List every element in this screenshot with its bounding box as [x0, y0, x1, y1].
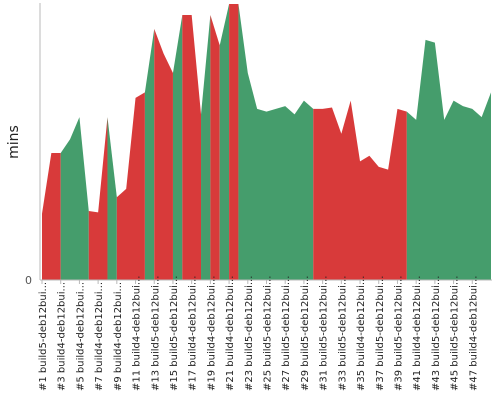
x-tick-label: #31 build5-deb12bui...: [319, 276, 330, 391]
x-tick-label: #21 build4-deb12bui...: [225, 276, 236, 391]
x-tick-label: #23 build5-deb12bui...: [244, 276, 255, 391]
area-segment-success: [238, 4, 314, 280]
area-segment-failure: [210, 15, 220, 280]
area-segment-success: [107, 117, 117, 280]
area-segment-failure: [313, 100, 407, 280]
y-tick-label: 0: [25, 274, 32, 287]
x-tick-label: #35 build4-deb12bui...: [356, 276, 367, 391]
area-segment-failure: [88, 117, 108, 280]
x-tick-label: #43 build5-deb12bui...: [431, 276, 442, 391]
x-tick-label: #41 build4-deb12bui...: [412, 276, 423, 391]
x-tick-label: #15 build5-deb12bui...: [169, 276, 180, 391]
area-segment-success: [201, 15, 211, 280]
area-segment-success: [406, 39, 491, 280]
x-tick-label: #1 build5-deb12bui...: [38, 282, 49, 391]
area-segment-failure: [154, 28, 173, 281]
area-segment-success: [144, 28, 155, 281]
area-segment-success: [219, 4, 230, 280]
x-tick-label: #29 build5-deb12bui...: [300, 276, 311, 391]
x-tick-label: #13 build5-deb12bui...: [150, 276, 161, 391]
area-segment-failure: [42, 153, 61, 280]
x-tick-label: #7 build4-deb12bui...: [94, 282, 105, 391]
x-tick-label: #45 build5-deb12bui...: [450, 276, 461, 391]
area-segment-failure: [116, 92, 145, 280]
area-segment-success: [172, 15, 183, 280]
x-tick-label: #17 build4-deb12bui...: [188, 276, 199, 391]
x-tick-label: #33 build5-deb12bui...: [337, 276, 348, 391]
area-segment-failure: [182, 15, 202, 280]
x-tick-label: #5 build4-deb12bui...: [75, 282, 86, 391]
x-tick-label: #11 build4-deb12bui...: [132, 276, 143, 391]
x-tick-label: #9 build4-deb12bui...: [113, 282, 124, 391]
x-tick-labels: #1 build5-deb12bui... #3 build4-deb12bui.…: [38, 276, 479, 391]
x-tick-label: #47 build4-deb12bui...: [468, 276, 479, 391]
area-series-group: [42, 4, 491, 281]
x-tick-label: #27 build5-deb12bui...: [281, 276, 292, 391]
y-axis-label: mins: [6, 125, 22, 159]
x-tick-label: #19 build4-deb12bui...: [206, 276, 217, 391]
x-tick-label: #3 build4-deb12bui...: [57, 282, 68, 391]
x-tick-label: #37 build5-deb12bui...: [375, 276, 386, 391]
area-segment-success: [60, 117, 89, 280]
x-tick-label: #25 build5-deb12bui...: [263, 276, 274, 391]
x-tick-label: #39 build5-deb12bui...: [393, 276, 404, 391]
area-segment-failure: [229, 4, 239, 280]
